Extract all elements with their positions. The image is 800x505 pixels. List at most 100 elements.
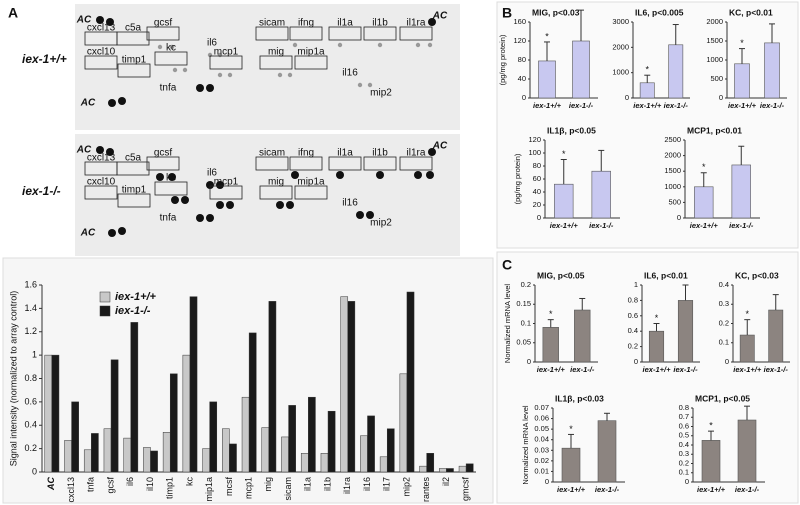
bar (639, 82, 655, 99)
y-tick-label: 2500 (664, 135, 681, 144)
x-tick-label: iex-1+/+ (633, 101, 662, 110)
y-tick-label: 1000 (612, 68, 629, 77)
x-tick-label: rantes (421, 477, 431, 503)
spot-box (255, 156, 289, 171)
array-label: cxcl10 (87, 177, 116, 188)
array-label: AC (76, 15, 92, 26)
bar (281, 436, 289, 473)
y-tick-label: 1.2 (24, 326, 37, 336)
bar (574, 309, 591, 363)
array-label: tnfa (160, 83, 177, 94)
spot-box (259, 185, 293, 200)
bar (248, 332, 257, 473)
array-label: gcsf (154, 18, 173, 29)
array-spot (426, 171, 434, 179)
y-tick-label: 1.4 (24, 303, 37, 313)
x-tick-label: iex-1-/- (735, 485, 760, 494)
bar (300, 453, 309, 473)
panel-letter: A (8, 5, 18, 21)
array-spot (216, 201, 224, 209)
y-tick-label: 60 (533, 174, 541, 183)
spot-box (363, 156, 397, 171)
bar (162, 432, 171, 473)
x-tick-label: iex-1+/+ (557, 485, 586, 494)
array-label: AC (80, 98, 96, 109)
x-tick-label: iex-1+/+ (733, 365, 762, 374)
y-tick-label: 1 (32, 350, 37, 360)
array-label: ifng (298, 18, 314, 29)
spot-box (209, 185, 243, 200)
y-tick-label: 0.4 (719, 280, 729, 289)
y-tick-label: 0.6 (628, 311, 638, 320)
x-tick-label: mcp1 (244, 477, 254, 499)
x-tick-label: iex-1-/- (569, 101, 594, 110)
spot-box (84, 185, 118, 200)
array-spot (428, 148, 436, 156)
y-tick-label: 0.8 (24, 373, 37, 383)
bar (739, 334, 755, 363)
bar (261, 427, 270, 473)
bar (202, 448, 210, 473)
y-tick-label: 0.2 (679, 458, 689, 467)
bar (44, 354, 53, 473)
chart-title: MIG, p<0.05 (537, 270, 585, 280)
x-tick-label: gmcsf (461, 477, 471, 502)
x-tick-label: cxcl13 (66, 477, 76, 503)
array-spot (336, 171, 344, 179)
x-tick-label: gcsf (105, 477, 115, 494)
x-tick-label: il16 (362, 477, 372, 491)
y-tick-label: 0 (537, 213, 541, 222)
bar (734, 63, 750, 99)
bar (419, 465, 427, 473)
x-tick-label: iex-1-/- (570, 365, 595, 374)
array-label: mip1a (297, 177, 325, 188)
array-label: mcp1 (214, 47, 239, 58)
x-tick-label: kc (184, 477, 194, 487)
array-label: c5a (125, 23, 142, 34)
array-spot (276, 201, 284, 209)
array-label: timp1 (122, 185, 147, 196)
x-tick-label: iex-1+/+ (533, 101, 562, 110)
spot-box (289, 156, 323, 171)
bar (406, 291, 415, 473)
array-label: il16 (342, 68, 358, 79)
y-tick-label: 500 (668, 197, 681, 206)
array-label: kc (166, 43, 176, 54)
array-spot (172, 67, 178, 73)
array-label: AC (80, 228, 96, 239)
bar (130, 322, 139, 473)
spot-box (154, 181, 188, 196)
y-tick-label: 0.1 (521, 318, 531, 327)
array-spot (157, 44, 163, 50)
chart-title: KC, p<0.01 (729, 7, 773, 17)
y-tick-label: 1500 (706, 36, 723, 45)
array-spot (292, 42, 298, 48)
y-tick-label: 3000 (612, 17, 629, 26)
array-spot (277, 72, 283, 78)
significance-mark: * (562, 149, 566, 159)
y-tick-label: 0.06 (534, 414, 549, 423)
bar (222, 428, 230, 473)
y-tick-label: 0 (719, 93, 723, 102)
x-tick-label: sicam (283, 477, 293, 501)
y-axis-label: Signal intensity (normalized to array co… (8, 291, 18, 467)
array-label: il6 (207, 38, 217, 49)
significance-mark: * (709, 421, 713, 431)
array-spot (286, 201, 294, 209)
bar (426, 453, 435, 473)
array-label: ifng (298, 148, 314, 159)
y-tick-label: 0 (522, 93, 526, 102)
y-tick-label: 0 (634, 357, 638, 366)
bar (308, 396, 316, 473)
y-tick-label: 160 (513, 17, 526, 26)
array-spot (169, 44, 175, 50)
y-tick-label: 0.05 (516, 338, 531, 347)
spot-box (294, 55, 328, 70)
y-tick-label: 0.8 (628, 295, 638, 304)
bar (229, 443, 237, 473)
y-tick-label: 0.05 (534, 424, 549, 433)
y-tick-label: 0 (685, 477, 689, 486)
x-tick-label: il1a (303, 477, 313, 491)
legend-swatch (99, 305, 111, 317)
y-tick-label: 0 (677, 213, 681, 222)
